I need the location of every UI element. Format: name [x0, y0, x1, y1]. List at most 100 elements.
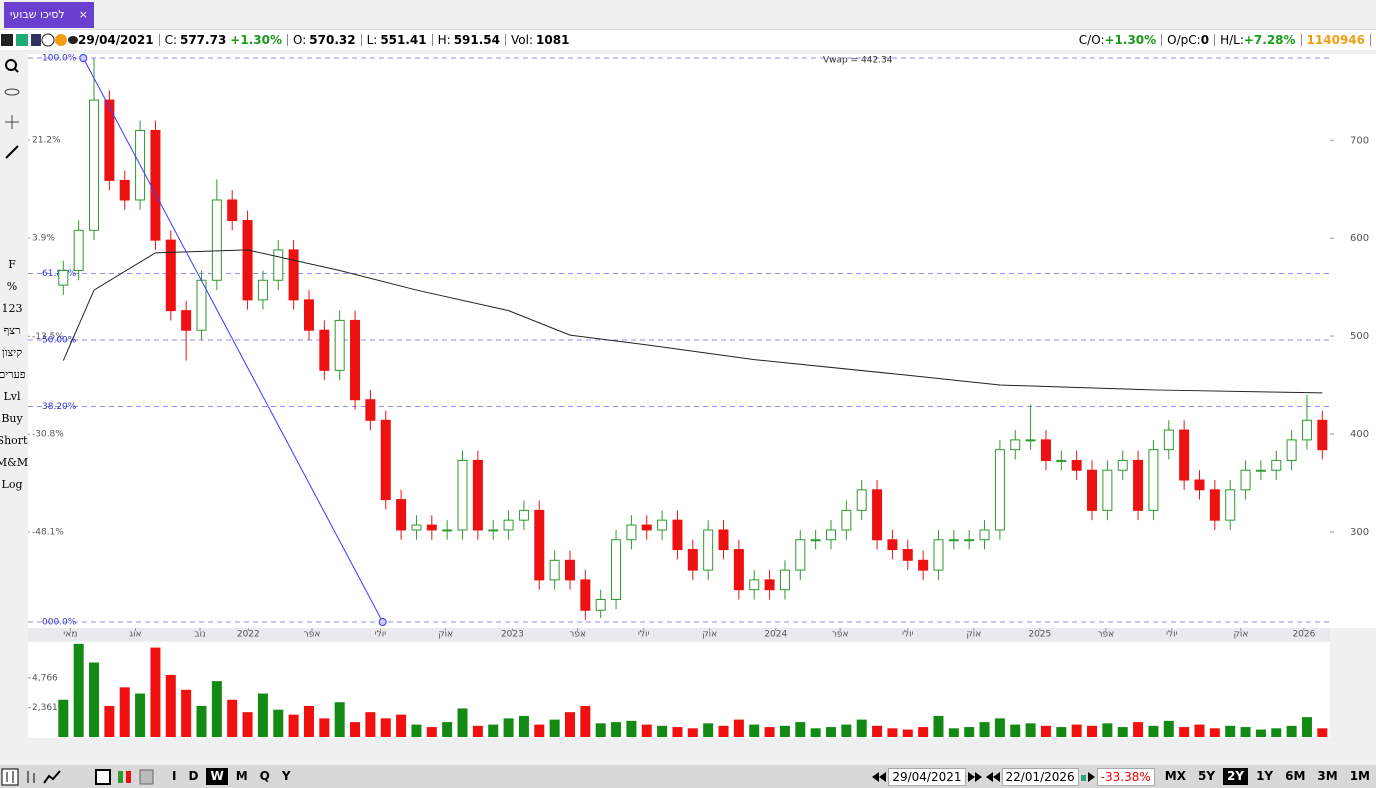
period-button[interactable]: I — [172, 769, 177, 783]
nav-prev[interactable] — [985, 771, 1000, 782]
range-button[interactable]: 1Y — [1256, 769, 1274, 783]
x-tick-label: אוק — [1234, 630, 1249, 640]
range-button[interactable]: 5Y — [1197, 769, 1216, 783]
tool[interactable]: קיצון — [1, 346, 23, 359]
period-button[interactable]: W — [206, 768, 228, 785]
tab[interactable]: לסיכו שבועי × — [4, 1, 94, 28]
nav-first[interactable] — [872, 771, 887, 782]
separator — [158, 34, 160, 46]
chart-type-icons[interactable] — [0, 767, 160, 787]
volume-bar — [227, 699, 238, 737]
fib-label: 100.0% — [42, 54, 77, 64]
period-button[interactable]: M — [235, 769, 248, 783]
candle-body — [89, 99, 100, 231]
volume-bar — [1087, 725, 1098, 737]
nav-last[interactable] — [1080, 771, 1095, 782]
tool[interactable]: רצף — [3, 324, 21, 337]
candle-body — [1179, 429, 1190, 481]
candle-body — [933, 539, 944, 571]
price-axis-area — [1330, 54, 1376, 628]
candle-body — [1010, 439, 1021, 451]
tool[interactable]: % — [6, 280, 18, 293]
range-button[interactable]: 1M — [1349, 769, 1370, 783]
volume-bar — [687, 728, 698, 737]
tool[interactable]: Short — [0, 434, 28, 447]
volume-bar — [411, 724, 422, 737]
volume-bar — [749, 724, 760, 737]
x-tick-label: 2022 — [237, 630, 260, 640]
volume-bar — [1040, 725, 1051, 737]
candle-body — [1056, 459, 1067, 462]
volume-bar — [733, 719, 744, 737]
candle-body — [595, 598, 606, 611]
x-tick-label: אפר — [832, 630, 849, 640]
volume-bar — [119, 687, 130, 737]
y2-tick-label: 3.9% — [32, 233, 55, 243]
volume-bar — [150, 647, 161, 737]
candle-body — [1148, 449, 1159, 511]
period-button[interactable]: Y — [281, 769, 291, 783]
volume-bar — [595, 723, 606, 737]
volume-bar — [472, 725, 483, 737]
candle-body — [442, 529, 453, 532]
range-button[interactable]: 2Y — [1223, 768, 1249, 785]
nav-next[interactable] — [967, 771, 982, 782]
period-button[interactable]: Q — [259, 769, 270, 783]
end-date[interactable]: 22/01/2026 — [1001, 767, 1079, 786]
volume-bar — [626, 720, 637, 737]
candle-body — [810, 539, 821, 542]
volume-bar — [1179, 727, 1190, 737]
tool[interactable]: Buy — [1, 412, 23, 425]
candle-body — [1301, 419, 1312, 441]
period-button[interactable]: D — [188, 769, 199, 783]
volume-bar — [89, 662, 100, 737]
volume-bar — [1056, 727, 1067, 737]
candle-body — [733, 549, 744, 591]
candle-body — [1102, 469, 1113, 511]
candle-body — [918, 559, 929, 571]
trendline-handle — [378, 618, 387, 626]
range-button[interactable]: 6M — [1285, 769, 1306, 783]
candle-body — [196, 279, 207, 331]
start-date[interactable]: 29/04/2021 — [888, 767, 966, 786]
candle-body — [779, 569, 790, 591]
field-value: +1.30% — [1104, 33, 1157, 47]
range-button[interactable]: MX — [1164, 769, 1186, 783]
tool[interactable]: M&M — [0, 456, 29, 469]
field-change: +1.30% — [230, 33, 282, 47]
range-button[interactable]: 3M — [1317, 769, 1338, 783]
x-tick-label: מאי — [63, 630, 77, 640]
tool[interactable]: פערים — [0, 368, 26, 381]
fib-label: 000.0% — [42, 618, 77, 628]
candle-body — [1209, 489, 1220, 521]
volume-bar — [948, 728, 959, 737]
tab-close[interactable]: × — [78, 8, 88, 21]
volume-bar — [1148, 725, 1159, 737]
field-value: 1081 — [536, 33, 570, 47]
volume-bar — [1225, 725, 1236, 737]
candle-body — [1194, 479, 1205, 491]
field-label: O/pC: — [1167, 33, 1201, 47]
info-bar: 29/04/2021 C: 577.73 +1.30% O: 570.32 L: 551.4… — [0, 30, 1376, 50]
tool[interactable]: 123 — [1, 302, 23, 315]
tool[interactable]: Lvl — [3, 390, 21, 403]
volume-bar — [779, 725, 790, 737]
candle-body — [994, 449, 1005, 531]
candle-body — [626, 524, 637, 541]
y-tick-label: 2,361 — [32, 703, 58, 713]
range-change: -33.38% — [1096, 767, 1155, 786]
tool-icons[interactable] — [2, 54, 22, 254]
main-layer: 300 400 500 600 700 21.2% 3.9% -13.5% -30.8% -48.… — [28, 54, 1369, 737]
volume-bar — [503, 718, 514, 737]
candle-body — [396, 499, 407, 531]
tool[interactable]: F — [8, 258, 16, 271]
y-tick-label: 400 — [1350, 429, 1369, 440]
volume-bar — [641, 724, 652, 737]
candle-body — [488, 529, 499, 532]
volume-bar — [58, 699, 69, 737]
tool[interactable]: Log — [1, 478, 23, 491]
separator — [1161, 34, 1163, 46]
volume-bar — [764, 727, 775, 737]
volume-bar — [196, 705, 207, 737]
